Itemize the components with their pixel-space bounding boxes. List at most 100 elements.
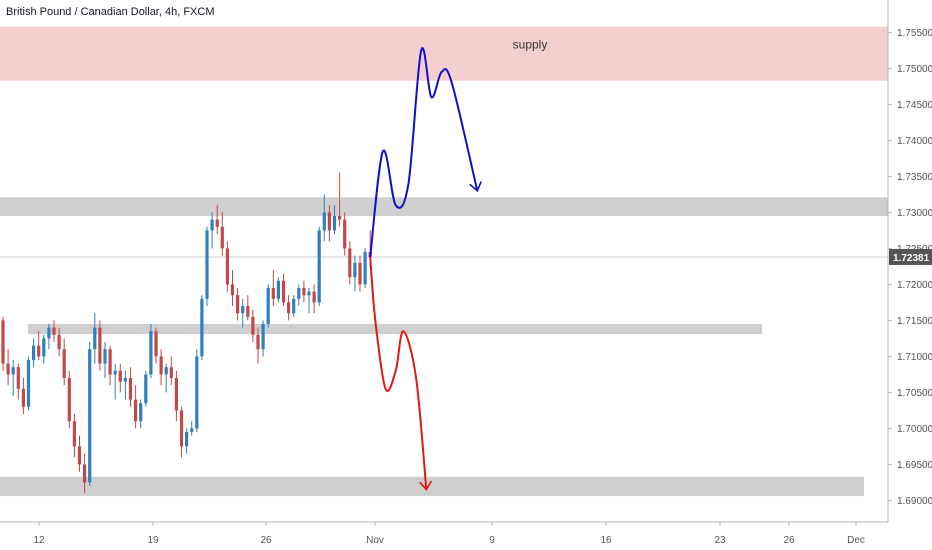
candle	[210, 212, 214, 249]
candle-body	[332, 216, 337, 231]
candle	[21, 378, 25, 414]
candle-body	[169, 367, 173, 378]
candle-body	[93, 327, 97, 350]
y-tick-label: 1.74500	[897, 100, 932, 111]
x-tick-label: 16	[600, 535, 612, 546]
candle-body	[225, 248, 229, 285]
candle-body	[348, 248, 352, 278]
projections-layer	[369, 47, 482, 491]
candle	[353, 255, 357, 292]
candle-body	[205, 230, 209, 299]
candle-body	[230, 284, 235, 296]
candle-body	[195, 356, 199, 429]
y-tick-label: 1.75000	[897, 64, 932, 75]
candle-body	[113, 370, 117, 375]
candle	[62, 338, 66, 386]
candle-body	[236, 295, 240, 314]
candle-body	[353, 262, 357, 278]
candle	[338, 172, 342, 227]
candle-body	[312, 291, 316, 303]
candle	[195, 349, 199, 432]
x-tick-label: 26	[783, 535, 795, 546]
candle	[164, 363, 168, 393]
x-tick-label: 12	[33, 535, 45, 546]
y-tick-label: 1.74000	[897, 136, 932, 147]
candle	[220, 212, 224, 256]
y-tick-label: 1.71500	[897, 316, 932, 327]
candle	[113, 363, 117, 400]
candle	[246, 295, 250, 321]
candle-body	[32, 345, 36, 360]
candle-body	[57, 334, 61, 350]
candle	[1, 316, 5, 371]
candle	[57, 327, 61, 357]
candle	[312, 284, 316, 314]
candle-body	[144, 374, 148, 404]
candle	[16, 363, 20, 400]
candle	[292, 295, 296, 317]
candle	[327, 205, 331, 242]
candle-body	[251, 316, 255, 335]
zones-layer	[0, 26, 888, 497]
candle-body	[174, 378, 178, 411]
candle	[98, 320, 102, 371]
candle	[26, 356, 31, 411]
candle-body	[128, 378, 133, 400]
y-tick-label: 1.71000	[897, 352, 932, 363]
support-zone	[0, 476, 864, 497]
candle-body	[98, 327, 102, 364]
candle-body	[215, 219, 219, 227]
candle	[215, 205, 219, 234]
candle-body	[6, 363, 10, 375]
candle-body	[266, 288, 270, 324]
candle-body	[307, 291, 311, 296]
candle-body	[200, 298, 204, 357]
candle	[363, 248, 367, 288]
y-tick-label: 1.75500	[897, 28, 932, 39]
candle	[332, 205, 337, 234]
candles-layer	[1, 172, 372, 494]
candle	[11, 360, 15, 396]
candle-body	[123, 378, 127, 382]
candle-body	[317, 230, 321, 303]
candle	[88, 342, 92, 486]
y-tick-label: 1.73500	[897, 172, 932, 183]
candle-body	[297, 288, 301, 299]
candle-body	[83, 464, 87, 483]
candle-body	[190, 428, 194, 432]
x-tick-label: Dec	[847, 535, 865, 546]
candle-body	[47, 327, 51, 339]
candle	[6, 349, 10, 386]
candle-body	[11, 367, 15, 375]
candle	[123, 370, 127, 400]
x-tick-label: 26	[260, 535, 272, 546]
candle	[42, 334, 46, 364]
bearish-projection	[369, 256, 428, 490]
candle-body	[159, 356, 163, 375]
candle-body	[42, 338, 46, 357]
candle	[190, 421, 194, 436]
resistance-zone	[0, 197, 888, 216]
candle	[67, 370, 71, 429]
last-price-label: 1.72381	[893, 253, 930, 264]
candle	[281, 273, 286, 306]
candle	[128, 367, 133, 407]
candle	[83, 453, 87, 494]
candle	[103, 342, 107, 378]
candle	[251, 309, 255, 342]
last-price-badge	[889, 248, 932, 265]
annotation-labels-layer: supply	[513, 38, 548, 52]
bullish-projection	[369, 47, 479, 258]
candle-body	[338, 216, 342, 220]
candle-body	[179, 410, 184, 447]
candle-body	[52, 327, 56, 335]
y-tick-label: 1.73000	[897, 208, 932, 219]
candle	[47, 324, 51, 350]
candle	[205, 226, 209, 306]
candle-body	[37, 345, 41, 357]
candle	[343, 212, 347, 256]
candle	[149, 324, 153, 378]
